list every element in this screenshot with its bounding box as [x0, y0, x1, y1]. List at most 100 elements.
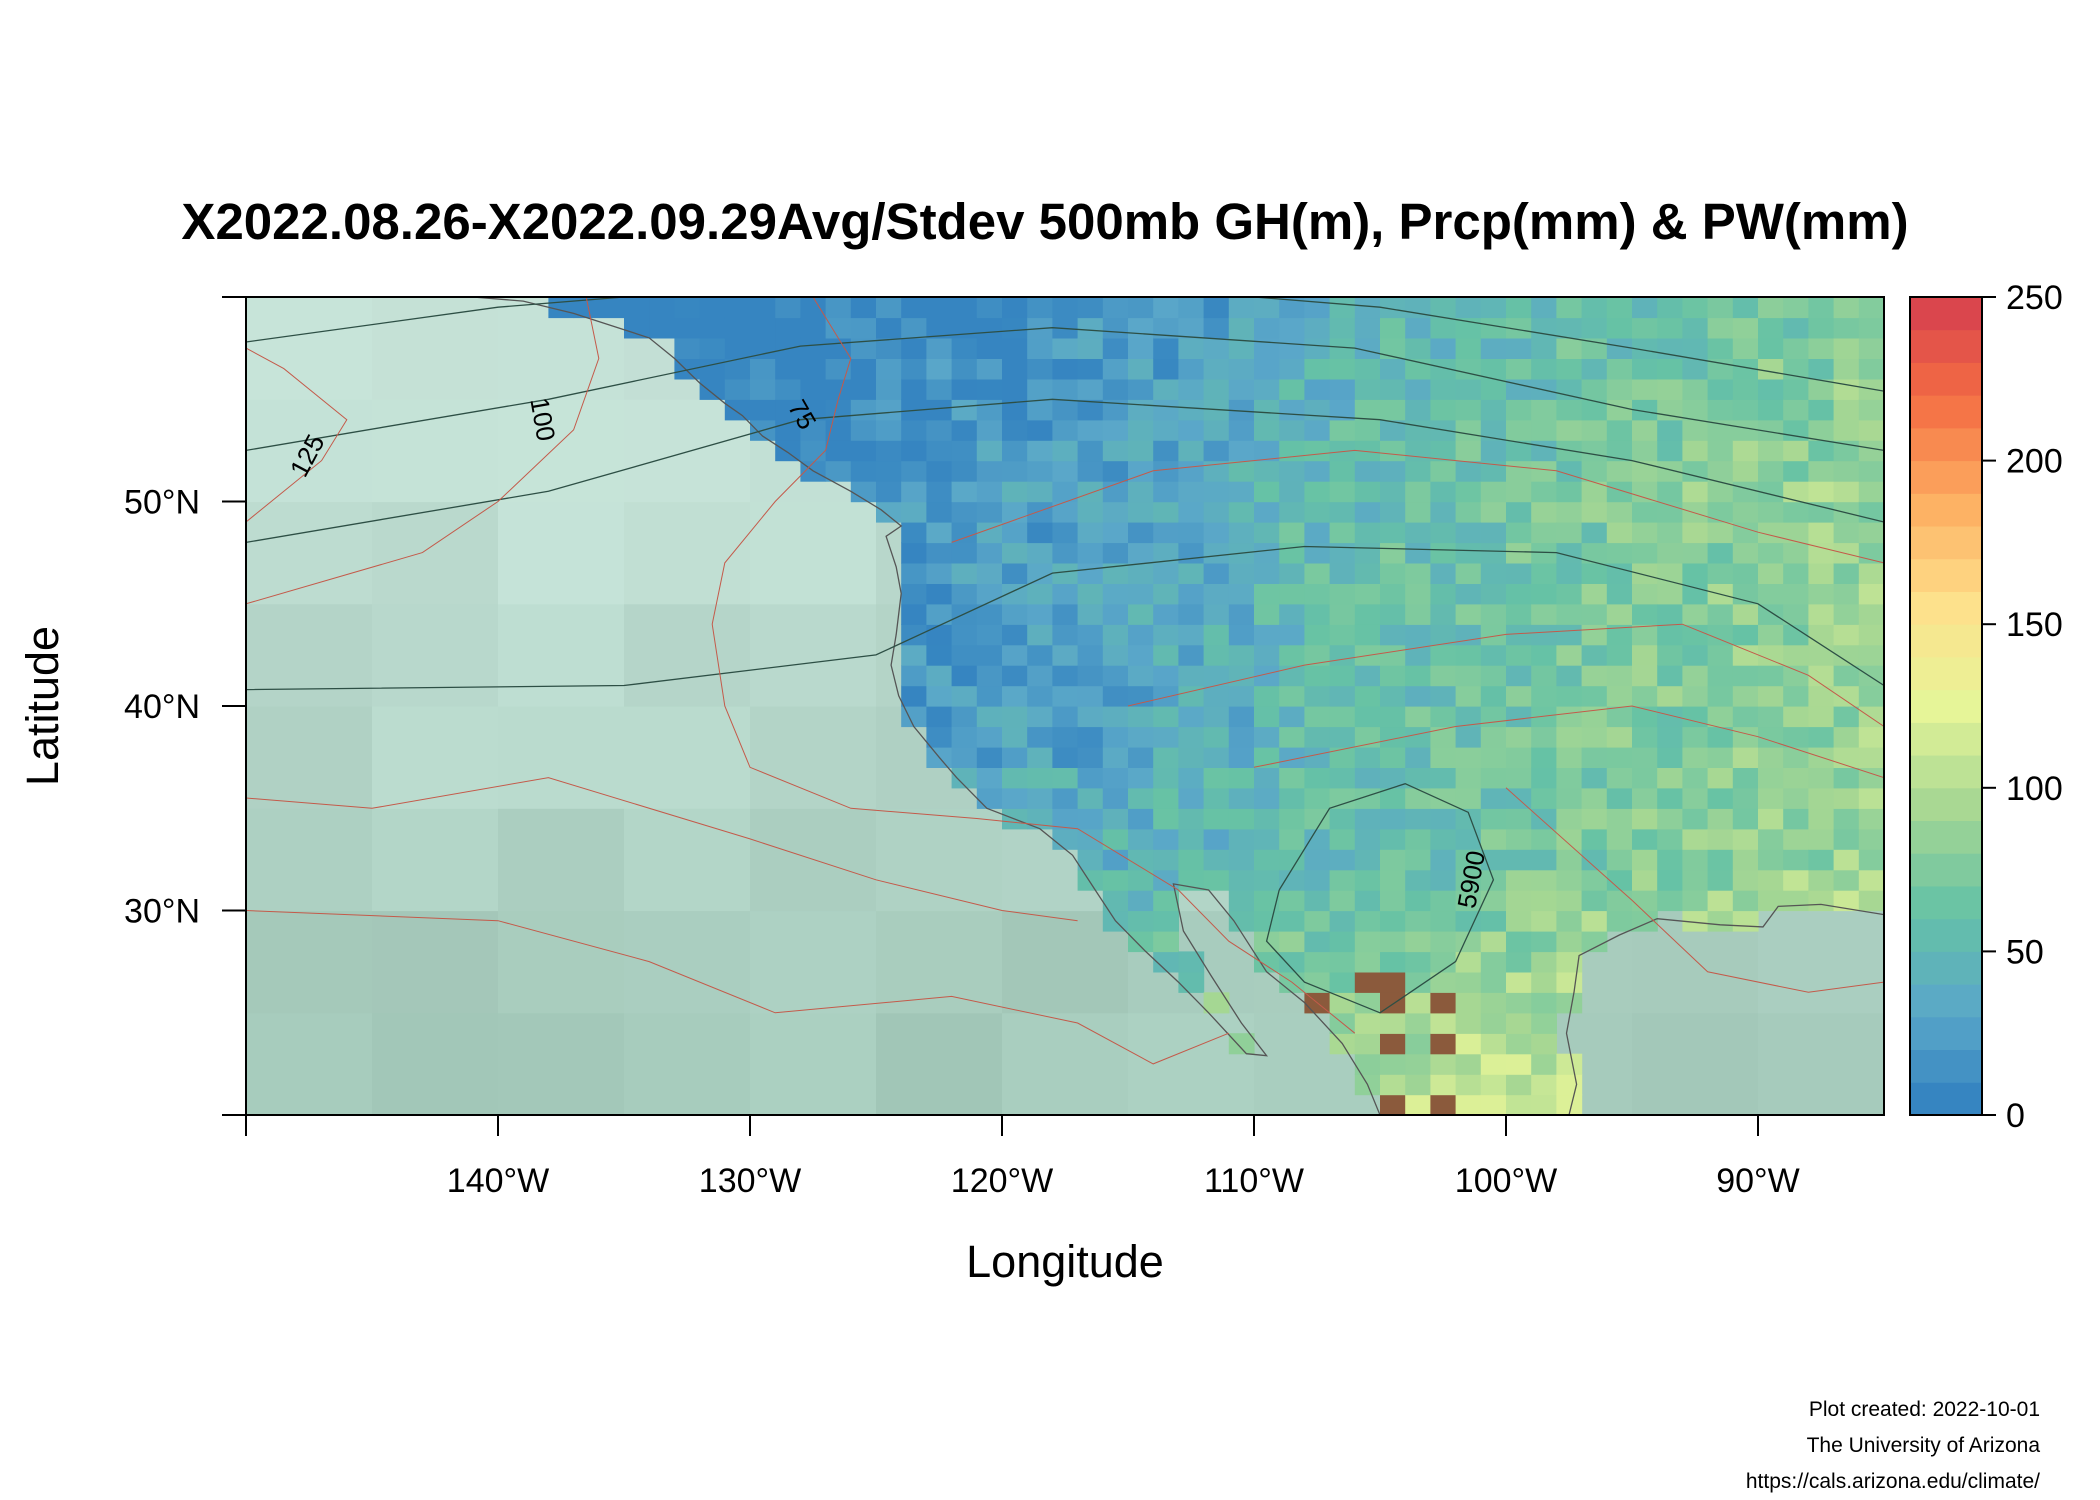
precip-cell [1052, 808, 1079, 830]
precip-cell [1833, 603, 1860, 625]
precip-cell [1808, 501, 1835, 523]
precip-cell [1178, 726, 1205, 748]
precip-cell [1228, 1033, 1255, 1055]
precip-cell [1758, 337, 1784, 359]
precip-cell [1480, 337, 1507, 359]
precip-cell [1405, 767, 1431, 789]
precip-cell [1380, 665, 1406, 687]
precip-cell [1279, 644, 1305, 666]
precip-cell [1732, 849, 1759, 871]
colorbar-tick-label: 50 [2006, 933, 2044, 971]
precip-cell [1405, 951, 1431, 973]
precip-cell [1304, 767, 1331, 789]
precip-cell [1833, 767, 1860, 789]
precip-cell [1380, 644, 1406, 666]
precip-cell [1732, 522, 1759, 544]
precip-cell [1758, 624, 1784, 646]
precip-cell [1304, 828, 1331, 850]
precip-cell [1102, 358, 1129, 380]
precip-cell [1405, 1074, 1431, 1096]
precip-cell [699, 337, 726, 359]
precip-cell [1657, 583, 1683, 605]
precip-cell [1153, 951, 1179, 973]
precip-cell [1228, 562, 1255, 584]
credit-institution: The University of Arizona [1806, 1434, 2040, 1457]
credit-url[interactable]: https://cals.arizona.edu/climate/ [1745, 1470, 2040, 1493]
precip-cell [1732, 767, 1759, 789]
colorbar-segment [1910, 755, 1982, 789]
precip-cell [1128, 522, 1154, 544]
precip-cell [1707, 501, 1734, 523]
x-tick-label: 140°W [447, 1162, 549, 1200]
precip-cell [1808, 317, 1835, 339]
precip-cell [1153, 378, 1179, 400]
precip-cell [1833, 399, 1860, 421]
precip-cell [1480, 399, 1507, 421]
precip-cell [1254, 378, 1280, 400]
precip-cell [1455, 951, 1482, 973]
precip-cell [1178, 665, 1205, 687]
precip-cell [1430, 869, 1457, 891]
precip-cell [1506, 890, 1532, 912]
precip-cell [1480, 378, 1507, 400]
precip-cell [1430, 706, 1457, 728]
precip-cell [850, 378, 877, 400]
precip-cell [1657, 685, 1683, 707]
precip-cell [1581, 869, 1608, 891]
precip-cell [1405, 890, 1431, 912]
precip-cell [1556, 378, 1583, 400]
precip-cell [1203, 542, 1230, 564]
precip-cell [1128, 869, 1154, 891]
precip-cell [1732, 624, 1759, 646]
precip-cell [1858, 767, 1884, 789]
precip-cell [1758, 460, 1784, 482]
precip-cell [1657, 440, 1683, 462]
precip-cell [1707, 378, 1734, 400]
precip-cell [876, 317, 902, 339]
precip-cell [1354, 501, 1381, 523]
precip-cell [1556, 583, 1583, 605]
precip-cell [1228, 849, 1255, 871]
precip-cell [775, 440, 801, 462]
precip-cell [1783, 297, 1809, 319]
precip-cell [1707, 828, 1734, 850]
precip-cell [1808, 767, 1835, 789]
precip-cell [1153, 583, 1179, 605]
precip-cell [1556, 808, 1583, 830]
precip-cell [1657, 603, 1683, 625]
precip-cell [1153, 787, 1179, 809]
precip-cell [1556, 542, 1583, 564]
colorbar-frame [1909, 296, 1983, 1116]
precip-cell [1531, 624, 1557, 646]
precip-cell [1329, 951, 1356, 973]
precip-cell [926, 624, 953, 646]
precip-cell [1254, 440, 1280, 462]
precip-cell [1128, 440, 1154, 462]
precip-cell [951, 767, 978, 789]
precip-cell [1027, 358, 1053, 380]
precip-cell [1405, 583, 1431, 605]
precip-cell [1556, 746, 1583, 768]
precip-cell [1153, 726, 1179, 748]
precip-cell [1606, 297, 1633, 319]
precip-cell [1606, 808, 1633, 830]
precip-cell [1732, 665, 1759, 687]
precip-cell [976, 542, 1003, 564]
precip-cell [1808, 542, 1835, 564]
precip-cell [1732, 787, 1759, 809]
precip-cell [1758, 665, 1784, 687]
precip-cell [1858, 297, 1884, 319]
precip-cell [1833, 685, 1860, 707]
precip-cell [1178, 828, 1205, 850]
precip-cell [1682, 562, 1709, 584]
precip-cell [901, 562, 927, 584]
precip-cell [1531, 644, 1557, 666]
precip-cell [1279, 542, 1305, 564]
ocean-cell [1002, 1012, 1129, 1115]
precip-cell [750, 317, 776, 339]
precip-cell [901, 297, 927, 319]
precip-cell [1077, 481, 1104, 503]
precip-cell [1102, 665, 1129, 687]
precip-cell [1153, 767, 1179, 789]
precip-cell [1581, 399, 1608, 421]
